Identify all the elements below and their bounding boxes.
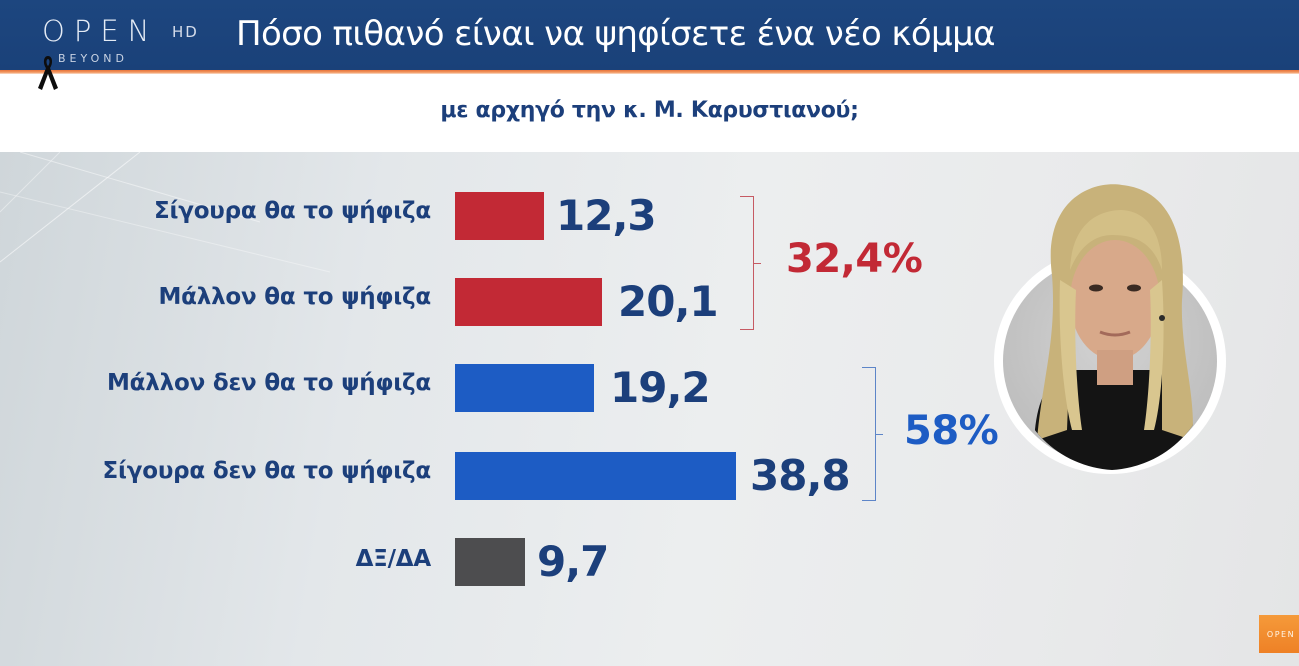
- value-probably-yes: 20,1: [618, 277, 719, 326]
- value-dont-know: 9,7: [537, 537, 609, 586]
- value-definitely-yes: 12,3: [556, 191, 657, 240]
- value-probably-no: 19,2: [610, 363, 711, 412]
- bracket-tick: [753, 263, 761, 264]
- row-label-definitely-no: Σίγουρα δεν θα το ψήφιζα: [102, 458, 432, 484]
- row-label-probably-yes: Μάλλον θα το ψήφιζα: [158, 284, 431, 310]
- row-label-dont-know: ΔΞ/ΔΑ: [355, 546, 432, 572]
- channel-watermark-logo: OPEN: [1259, 615, 1299, 653]
- chart-subtitle: με αρχηγό την κ. Μ. Καρυστιανού;: [0, 98, 1299, 123]
- logo-open-text: OPEN: [42, 14, 159, 48]
- logo-beyond-text: BEYOND: [58, 52, 128, 65]
- header-accent-stripe: [0, 70, 1299, 74]
- portrait-person-image: [1033, 184, 1197, 470]
- bar-probably-yes: [455, 278, 602, 326]
- background-decoration: [0, 152, 331, 273]
- subtitle-text: με αρχηγό την κ. Μ. Καρυστιανού;: [440, 98, 859, 123]
- bracket-tick: [875, 434, 883, 435]
- group-total-positive: 32,4%: [786, 236, 923, 282]
- row-label-probably-no: Μάλλον δεν θα το ψήφιζα: [106, 370, 431, 396]
- header-bar: OPEN HD BEYOND Πόσο πιθανό είναι να ψηφί…: [0, 0, 1299, 70]
- row-label-definitely-yes: Σίγουρα θα το ψήφιζα: [153, 198, 431, 224]
- value-definitely-no: 38,8: [750, 451, 851, 500]
- logo-hd-text: HD: [172, 23, 199, 41]
- bar-probably-no: [455, 364, 594, 412]
- page-title: Πόσο πιθανό είναι να ψηφίσετε ένα νέο κό…: [236, 14, 996, 54]
- group-total-negative: 58%: [904, 408, 999, 454]
- bar-definitely-no: [455, 452, 736, 500]
- bracket-positive-group: [740, 196, 761, 330]
- bracket-negative-group: [862, 367, 883, 501]
- bar-definitely-yes: [455, 192, 544, 240]
- channel-logo: OPEN HD BEYOND: [42, 14, 197, 65]
- subtitle-band: με αρχηγό την κ. Μ. Καρυστιανού;: [0, 74, 1299, 152]
- bar-dont-know: [455, 538, 525, 586]
- mourning-ribbon-icon: [38, 56, 58, 90]
